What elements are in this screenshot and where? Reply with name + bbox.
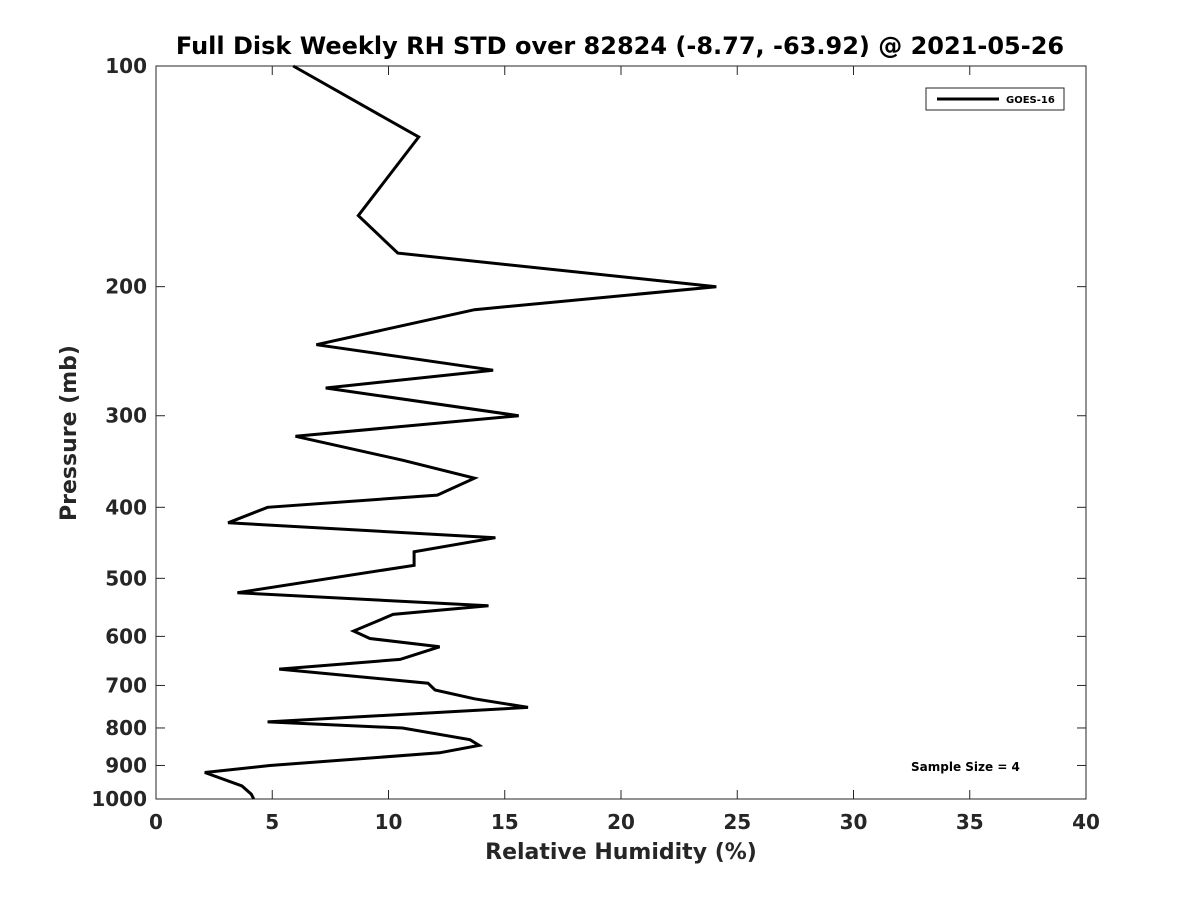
y-axis: 100 200 300 400 500 600 700 800 900 1000: [91, 54, 1086, 811]
x-tick-label: 15: [491, 810, 519, 834]
legend-label-goes-16: GOES-16: [1006, 95, 1055, 106]
legend: GOES-16: [925, 87, 1065, 111]
x-tick-label: 20: [607, 810, 635, 834]
x-tick-label: 5: [265, 810, 279, 834]
x-tick-label: 25: [723, 810, 751, 834]
x-tick-label: 35: [956, 810, 984, 834]
y-tick-label: 1000: [91, 787, 147, 811]
x-axis: 0 5 10 15 20 25 30 35 40: [149, 66, 1100, 834]
chart-title: Full Disk Weekly RH STD over 82824 (-8.7…: [176, 32, 1064, 60]
x-tick-label: 40: [1072, 810, 1100, 834]
series-line-goes-16: [204, 64, 717, 800]
x-axis-label: Relative Humidity (%): [485, 840, 757, 865]
y-tick-label: 600: [105, 624, 147, 648]
y-tick-label: 900: [105, 753, 147, 777]
x-tick-label: 10: [375, 810, 403, 834]
sample-size-annotation: Sample Size = 4: [911, 760, 1020, 774]
x-tick-label: 30: [840, 810, 868, 834]
series-group: [204, 64, 717, 800]
y-tick-label: 400: [105, 495, 147, 519]
y-tick-label: 300: [105, 404, 147, 428]
x-tick-label: 0: [149, 810, 163, 834]
y-tick-label: 800: [105, 716, 147, 740]
y-axis-label: Pressure (mb): [57, 345, 82, 521]
y-tick-label: 700: [105, 673, 147, 697]
y-tick-label: 100: [105, 54, 147, 78]
y-tick-label: 200: [105, 275, 147, 299]
y-tick-label: 500: [105, 566, 147, 590]
